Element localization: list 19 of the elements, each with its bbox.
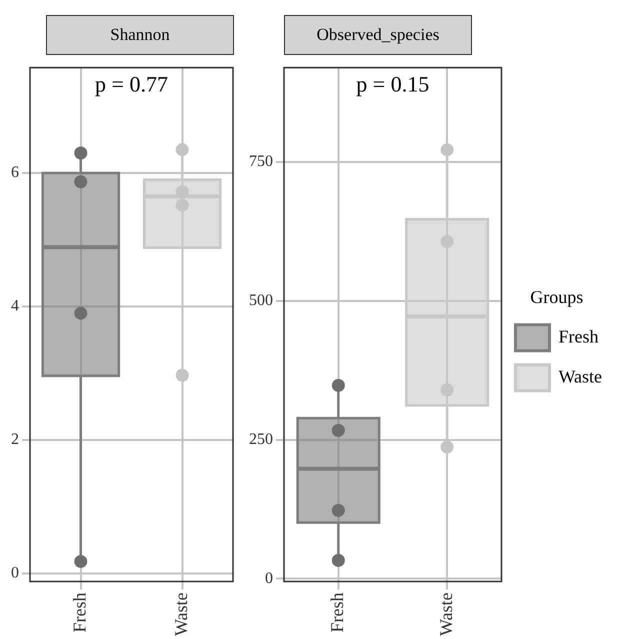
y-tick-label: 250 bbox=[249, 431, 273, 448]
legend-title: Groups bbox=[530, 286, 584, 307]
x-tick-label: Waste bbox=[436, 592, 456, 636]
x-tick-label: Fresh bbox=[69, 592, 90, 632]
legend-label: Fresh bbox=[558, 326, 598, 347]
y-tick-label: 500 bbox=[249, 292, 273, 310]
x-tick-label: Fresh bbox=[327, 592, 348, 632]
chart-title: Observed_species bbox=[284, 15, 472, 55]
y-tick-label: 0 bbox=[265, 570, 273, 587]
y-tick-label: 0 bbox=[11, 564, 19, 582]
x-tick-label: Waste bbox=[170, 592, 191, 636]
annotation: p = 0.15 bbox=[356, 71, 430, 96]
chart-title: Shannon bbox=[46, 15, 234, 55]
y-tick-label: 6 bbox=[11, 164, 19, 182]
y-tick-label: 2 bbox=[11, 431, 19, 448]
legend-label: Waste bbox=[558, 366, 602, 387]
y-tick-label: 750 bbox=[249, 153, 273, 170]
annotation: p = 0.77 bbox=[95, 71, 168, 96]
y-tick-label: 4 bbox=[11, 298, 19, 315]
